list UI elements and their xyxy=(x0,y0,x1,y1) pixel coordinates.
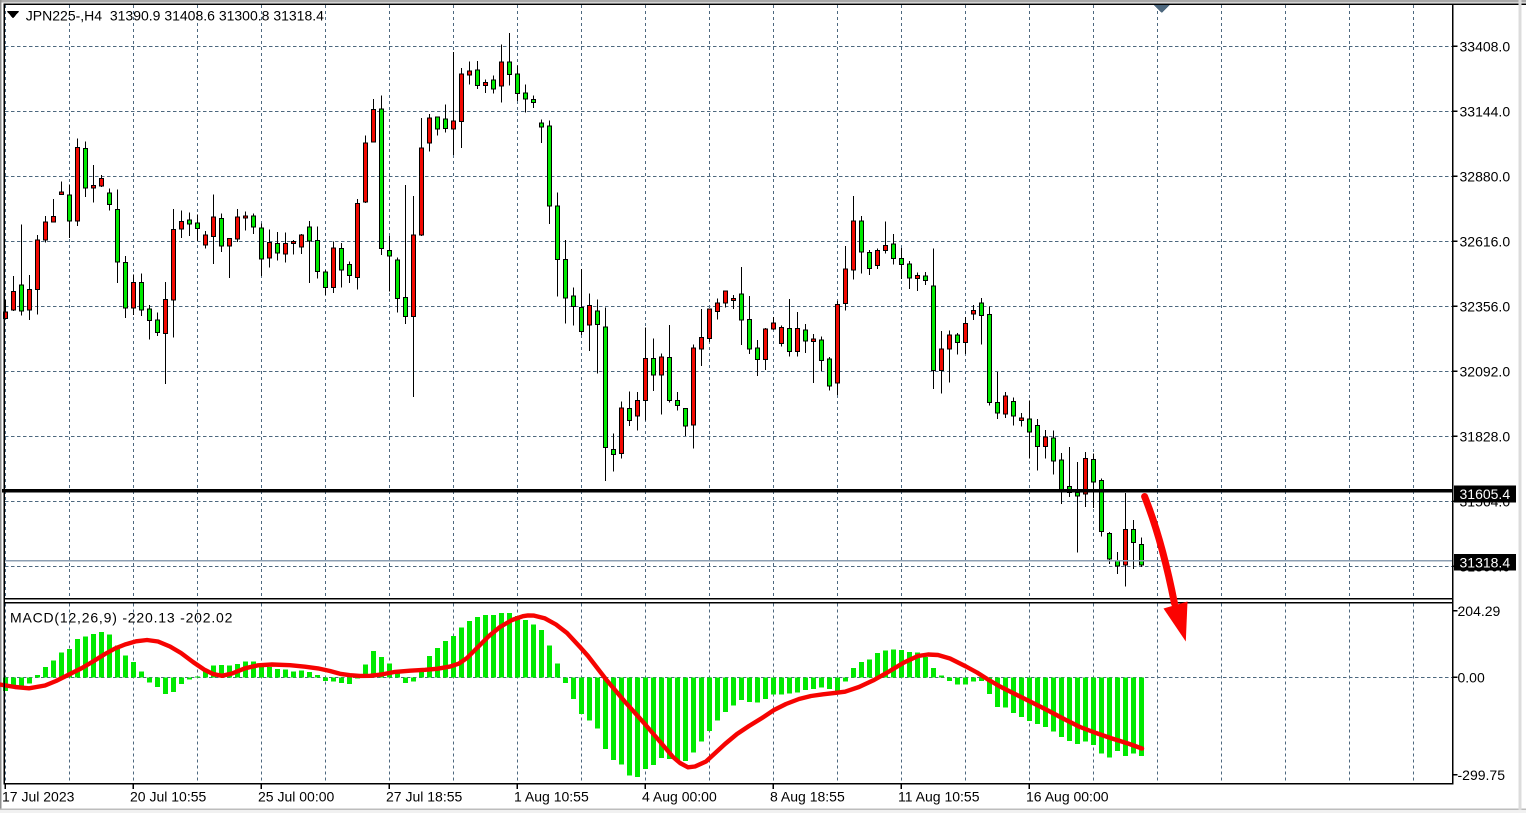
svg-text:31318.4: 31318.4 xyxy=(1460,555,1511,571)
svg-text:31828.0: 31828.0 xyxy=(1460,428,1511,444)
svg-text:33144.0: 33144.0 xyxy=(1460,103,1511,119)
svg-text:31605.4: 31605.4 xyxy=(1460,486,1511,502)
svg-text:32092.0: 32092.0 xyxy=(1460,363,1511,379)
svg-text:MACD(12,26,9) -220.13 -202.02: MACD(12,26,9) -220.13 -202.02 xyxy=(10,609,233,625)
svg-text:-299.75: -299.75 xyxy=(1458,767,1506,783)
svg-text:0.00: 0.00 xyxy=(1458,669,1485,685)
svg-text:32880.0: 32880.0 xyxy=(1460,168,1511,184)
svg-text:204.29: 204.29 xyxy=(1458,603,1501,619)
svg-text:20 Jul 10:55: 20 Jul 10:55 xyxy=(130,789,206,805)
svg-text:25 Jul 00:00: 25 Jul 00:00 xyxy=(258,789,334,805)
svg-text:33408.0: 33408.0 xyxy=(1460,38,1511,54)
svg-text:JPN225-,H4 31390.9 31408.6 31: JPN225-,H4 31390.9 31408.6 31300.8 31318… xyxy=(26,8,324,24)
svg-text:27 Jul 18:55: 27 Jul 18:55 xyxy=(386,789,462,805)
svg-text:32616.0: 32616.0 xyxy=(1460,233,1511,249)
svg-text:32356.0: 32356.0 xyxy=(1460,298,1511,314)
svg-text:17 Jul 2023: 17 Jul 2023 xyxy=(2,789,75,805)
svg-text:8 Aug 18:55: 8 Aug 18:55 xyxy=(770,789,845,805)
svg-text:1 Aug 10:55: 1 Aug 10:55 xyxy=(514,789,589,805)
svg-text:11 Aug 10:55: 11 Aug 10:55 xyxy=(898,789,980,805)
svg-text:16 Aug 00:00: 16 Aug 00:00 xyxy=(1026,789,1109,805)
svg-text:4 Aug 00:00: 4 Aug 00:00 xyxy=(642,789,717,805)
